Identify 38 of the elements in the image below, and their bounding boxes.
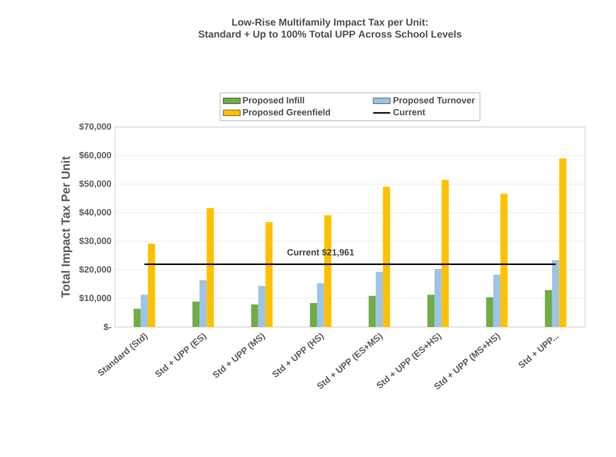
bar [382,186,390,327]
bar [368,296,376,327]
bar [265,222,273,327]
bar [442,180,449,327]
y-tick-label: $20,000 [79,266,112,274]
bar [192,302,200,327]
y-axis-title: Total Impact Tax Per Unit [61,156,72,298]
y-tick-label: $50,000 [79,180,112,188]
bar [500,194,508,327]
legend-label: Proposed Infill [243,96,304,106]
y-tick-label: $30,000 [79,237,112,246]
bar [559,158,566,327]
bar [258,286,266,327]
y-tick-label: $- [104,323,112,331]
bar [206,208,214,327]
legend-label: Proposed Turnover [394,96,475,106]
bar [251,304,258,327]
y-tick-label: $40,000 [79,208,112,217]
chart-subtitle: Standard + Up to 100% Total UPP Across School Levels [198,30,462,40]
bar [134,308,141,327]
bar [140,294,148,327]
bar [486,297,494,327]
bar [376,272,383,327]
legend-label: Current [393,108,426,116]
bar [434,269,442,327]
bar [148,244,156,327]
bar [310,303,318,327]
bar [544,290,552,327]
legend-label: Proposed Greenfield [243,108,330,118]
y-tick-label: $60,000 [79,152,112,160]
y-tick-label: $70,000 [79,122,112,132]
bar [493,274,500,327]
y-tick-label: $10,000 [79,294,112,302]
chart-title: Low-Rise Multifamily Impact Tax per Unit: [232,18,428,28]
bar [317,283,324,327]
bar [427,294,435,327]
bar [200,280,207,327]
bar [552,260,560,327]
